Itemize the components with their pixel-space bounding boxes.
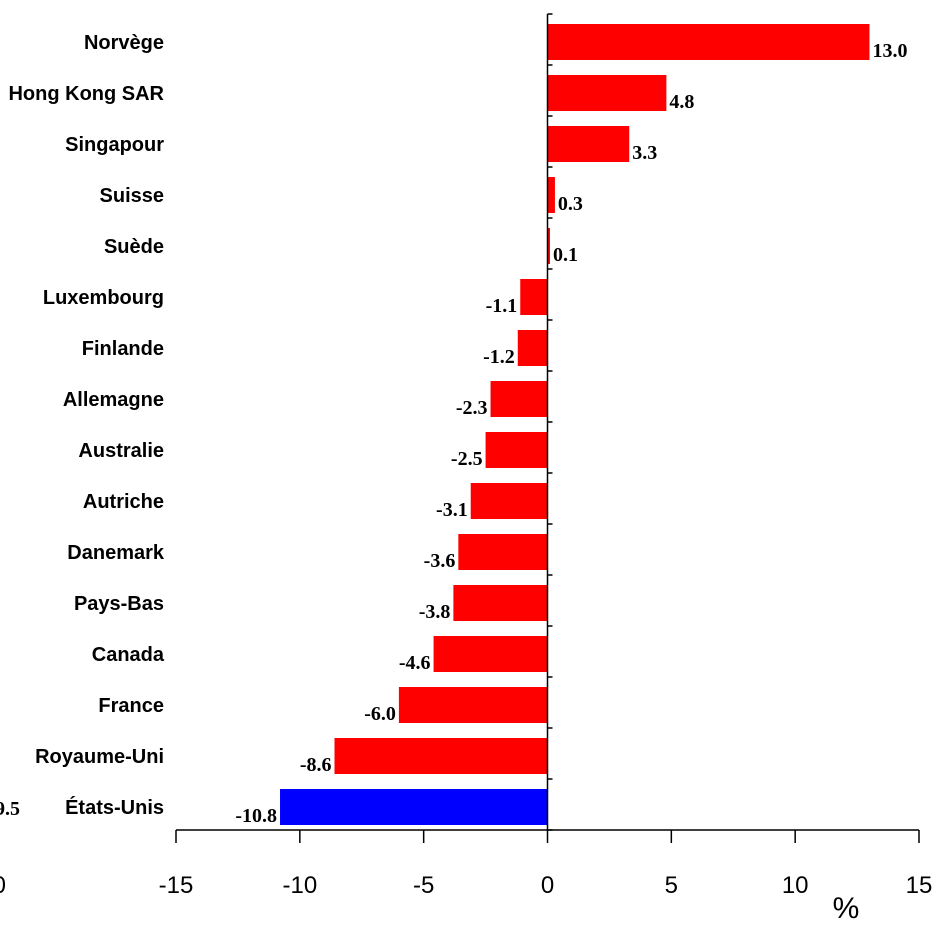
value-label-etats-unis: -10.8: [235, 805, 277, 827]
x-tick-label: -15: [159, 872, 194, 899]
value-label-luxembourg: -1.1: [486, 295, 518, 317]
x-axis-unit-label: %: [833, 892, 860, 925]
bar-canada: [433, 636, 548, 672]
bar-finlande: [517, 330, 548, 366]
value-label-hong-kong-sar: 4.8: [669, 91, 694, 113]
category-label-norvege: Norvège: [84, 32, 164, 54]
category-label-finlande: Finlande: [82, 338, 164, 360]
bar-royaume-uni: [334, 738, 548, 774]
x-tick-label: 5: [665, 872, 678, 899]
x-tick-label: 15: [906, 872, 933, 899]
axes-layer: [175, 13, 920, 843]
value-label-canada: -4.6: [399, 652, 431, 674]
clipped-value-label: 9.5: [0, 798, 20, 820]
category-label-france: France: [98, 695, 164, 717]
value-label-pays-bas: -3.8: [419, 601, 451, 623]
category-label-australie: Australie: [78, 440, 164, 462]
category-label-danemark: Danemark: [67, 542, 165, 564]
value-label-suede: 0.1: [553, 244, 578, 266]
value-label-singapour: 3.3: [632, 142, 657, 164]
bar-allemagne: [490, 381, 548, 417]
bar-singapour: [547, 126, 630, 162]
bars-layer: [280, 24, 870, 825]
value-label-finlande: -1.2: [483, 346, 515, 368]
x-tick-label: 10: [782, 872, 809, 899]
bar-luxembourg: [520, 279, 548, 315]
value-label-france: -6.0: [364, 703, 396, 725]
x-tick-label: -10: [282, 872, 317, 899]
category-label-canada: Canada: [92, 644, 165, 666]
category-label-etats-unis: États-Unis: [65, 796, 164, 819]
value-label-norvege: 13.0: [872, 40, 907, 62]
value-label-royaume-uni: -8.6: [300, 754, 332, 776]
bar-hong-kong-sar: [547, 75, 667, 111]
category-label-pays-bas: Pays-Bas: [74, 593, 164, 615]
bar-autriche: [470, 483, 548, 519]
category-label-suisse: Suisse: [100, 185, 164, 207]
category-label-allemagne: Allemagne: [63, 389, 164, 411]
bar-france: [398, 687, 548, 723]
bar-suisse: [547, 177, 555, 213]
category-label-hong-kong-sar: Hong Kong SAR: [8, 83, 164, 105]
bar-australie: [485, 432, 548, 468]
bar-danemark: [458, 534, 548, 570]
category-label-royaume-uni: Royaume-Uni: [35, 746, 164, 768]
value-label-allemagne: -2.3: [456, 397, 488, 419]
category-label-luxembourg: Luxembourg: [43, 287, 164, 309]
bar-pays-bas: [453, 585, 548, 621]
category-label-suede: Suède: [104, 236, 164, 258]
category-label-singapour: Singapour: [65, 134, 164, 156]
value-label-suisse: 0.3: [558, 193, 583, 215]
category-label-autriche: Autriche: [83, 491, 164, 513]
value-label-autriche: -3.1: [436, 499, 468, 521]
labels-layer: Norvège 13.0 Hong Kong SAR 4.8 Singapour 3.3 S…: [0, 32, 932, 925]
clipped-tick-label: 0: [0, 872, 6, 899]
bar-norvege: [547, 24, 870, 60]
x-tick-label: -5: [413, 872, 434, 899]
bar-suede: [547, 228, 550, 264]
value-label-danemark: -3.6: [424, 550, 456, 572]
x-tick-label: 0: [541, 872, 554, 899]
value-label-australie: -2.5: [451, 448, 483, 470]
bar-etats-unis: [280, 789, 548, 825]
